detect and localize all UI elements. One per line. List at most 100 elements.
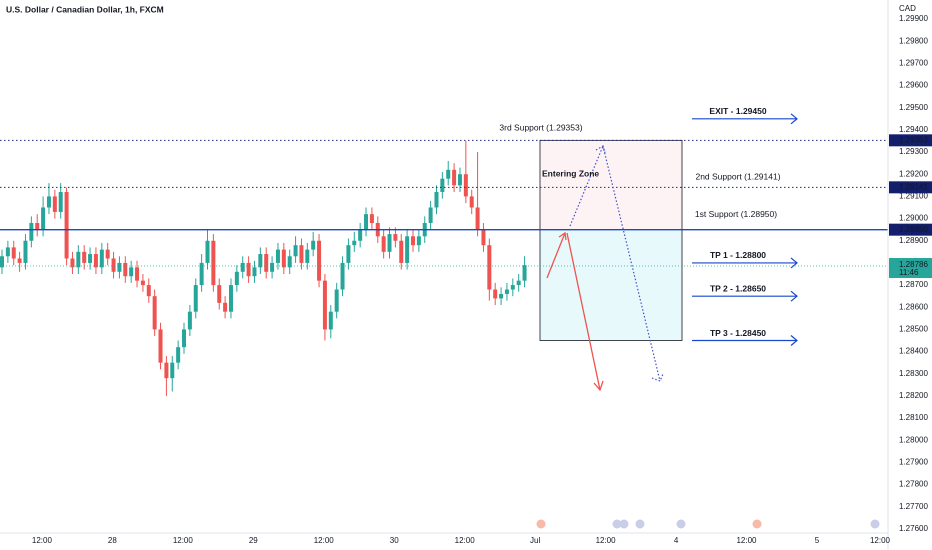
event-icons [536,519,880,529]
candle-body [393,234,398,241]
y-tick-label: 1.29700 [899,59,928,68]
candle-body [146,285,151,297]
candle-body [322,280,327,330]
candle-body [205,240,210,263]
candle-body [170,362,175,379]
x-tick-label: 12:00 [455,536,476,545]
candle-body [510,285,515,290]
candle-body [23,240,28,263]
candle-body [176,347,181,363]
candle-body [352,240,357,246]
candle-body [469,196,474,208]
candle-body [516,280,521,286]
target-label: TP 1 - 1.28800 [710,250,766,260]
y-tick-label: 1.29000 [899,214,928,223]
zone-lower [540,229,682,341]
candle-body [105,249,110,259]
y-tick-label: 1.29300 [899,147,928,156]
candle-body [234,271,239,286]
dotted-arrow-head [651,373,664,382]
candle-body [140,280,145,286]
zone-upper [540,140,682,230]
candle-body [387,234,392,252]
y-tick-label: 1.29100 [899,192,928,201]
x-tick-label: 4 [674,536,679,545]
x-tick-label: 30 [390,536,399,545]
price-tag [889,134,932,147]
candle-body [463,174,468,197]
y-tick-label: 1.28500 [899,325,928,334]
target-arrow-head [790,290,798,302]
x-tick-label: 28 [108,536,117,545]
candle-body [405,236,410,263]
y-tick-label: 1.29800 [899,36,928,45]
y-tick-label: 1.28100 [899,413,928,422]
x-tick-label: 12:00 [32,536,53,545]
candle-body [481,229,486,246]
event-icon [676,519,686,529]
candle-body [293,245,298,257]
candle-body [70,258,75,268]
countdown: 11:46 [899,268,919,277]
currency: CAD [899,4,916,13]
price-tag [889,181,932,194]
dotted-arrow [569,145,604,227]
candle-body [346,245,351,263]
candle-body [287,256,292,268]
x-tick-label: 12:00 [736,536,757,545]
candle-body [475,207,480,230]
y-tick-label: 1.28300 [899,369,928,378]
candle-body [99,249,104,268]
candle-body [217,285,222,303]
red-arrow-head [593,380,604,392]
x-tick-label: 12:00 [870,536,891,545]
candle-body [64,191,69,259]
drawings [546,145,664,392]
red-arrow-head [558,231,567,241]
target-arrow-head [790,335,798,346]
candle-body [11,247,16,259]
candle-body [152,296,157,330]
y-tick-label: 1.28900 [899,236,928,245]
candle-body [29,223,34,241]
candle-body [364,214,369,230]
candle-body [340,262,345,290]
chart-title: U.S. Dollar / Canadian Dollar, 1h, FXCM [6,4,164,14]
y-tick-label: 1.28000 [899,435,928,444]
candle-body [0,256,4,268]
target-arrow-head [790,113,798,125]
candle-body [117,262,122,272]
candle-body [410,236,415,246]
candle-body [434,191,439,208]
entry-zone: Entering Zone [539,139,683,341]
y-tick-label: 1.29600 [899,81,928,90]
y-tick-label: 1.29900 [899,14,928,23]
price-tag [889,223,932,236]
y-tick-label: 1.27700 [899,502,928,511]
candle-body [211,240,216,286]
candle-body [381,236,386,252]
candle-body [164,362,169,379]
candle-body [228,285,233,312]
candle-body [258,254,263,268]
candle-body [123,262,128,277]
x-tick-label: 5 [815,536,820,545]
x-tick-label: 12:00 [596,536,617,545]
event-icon [612,519,622,529]
x-tick-label: Jul [530,536,540,545]
candle-body [504,289,509,294]
red-arrow [566,232,601,391]
candle-body [82,251,87,263]
event-icon [536,519,546,529]
candle-body [270,262,275,272]
y-tick-label: 1.28200 [899,391,928,400]
candle-body [187,311,192,330]
candle-body [399,240,404,263]
y-tick-label: 1.29400 [899,125,928,134]
candle-body [416,236,421,246]
candle-body [35,223,40,230]
candle-body [246,262,251,277]
target-label: EXIT - 1.29450 [709,106,766,116]
candle-body [499,293,504,299]
